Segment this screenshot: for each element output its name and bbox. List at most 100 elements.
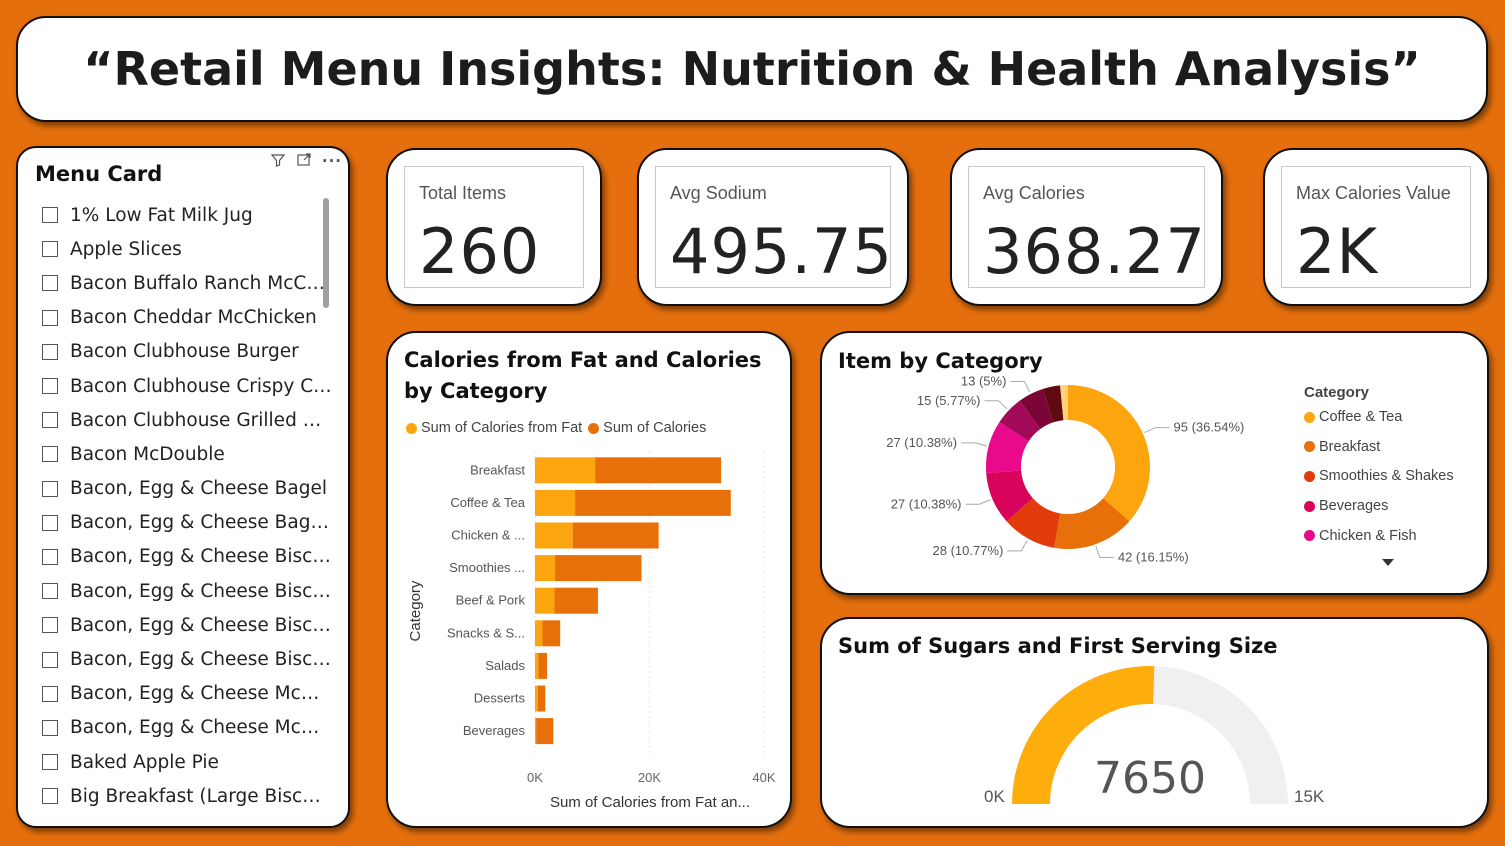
x-tick-label: 40K — [752, 770, 775, 785]
donut-slice[interactable] — [1006, 498, 1061, 548]
checkbox[interactable] — [42, 651, 58, 668]
donut-slice[interactable] — [1068, 385, 1150, 522]
checkbox[interactable] — [42, 378, 58, 395]
bar-calories[interactable] — [572, 522, 659, 549]
checkbox[interactable] — [42, 275, 58, 292]
legend-label: Smoothies & Shakes — [1319, 468, 1454, 485]
bar-calories-from-fat[interactable] — [535, 685, 538, 712]
checkbox[interactable] — [42, 207, 58, 224]
slicer-item[interactable]: Bacon, Egg & Cheese Biscuit... — [42, 642, 334, 676]
slicer-item[interactable]: Bacon Clubhouse Crispy Chic... — [42, 369, 334, 403]
donut-chart-svg: 95 (36.54%) 42 (16.15%) 28 (10.77%) 27 (10.… — [886, 373, 1245, 564]
slicer-item[interactable]: Bacon, Egg & Cheese McGri... — [42, 711, 334, 745]
kpi-label: Avg Calories — [983, 183, 1085, 203]
x-axis-title: Sum of Calories from Fat an... — [550, 794, 750, 811]
slicer-item-label: Bacon, Egg & Cheese Bagel — [70, 478, 327, 500]
slicer-item-label: Bacon Clubhouse Burger — [70, 341, 299, 363]
more-options-icon[interactable]: ··· — [321, 152, 342, 170]
bar-calories-from-fat[interactable] — [535, 555, 556, 582]
donut-slice[interactable] — [999, 400, 1041, 442]
slicer-item[interactable]: Bacon McDouble — [42, 437, 334, 471]
donut-data-label: 95 (36.54%) — [1174, 420, 1245, 435]
legend-scroll-down-icon[interactable] — [1382, 559, 1394, 566]
bar-calories[interactable] — [538, 652, 548, 679]
donut-legend-item[interactable]: Beverages — [1304, 498, 1388, 514]
donut-chart-title: Item by Category — [838, 349, 1043, 373]
checkbox[interactable] — [42, 480, 58, 497]
checkbox[interactable] — [42, 788, 58, 805]
slicer-item[interactable]: Baked Apple Pie — [42, 745, 334, 779]
donut-slice[interactable] — [986, 422, 1029, 473]
checkbox[interactable] — [42, 343, 58, 360]
bar-calories[interactable] — [555, 555, 642, 582]
checkbox[interactable] — [42, 309, 58, 326]
focus-mode-icon[interactable] — [296, 152, 312, 172]
checkbox[interactable] — [42, 685, 58, 702]
y-tick-label: Snacks & S... — [447, 625, 525, 640]
slicer-item[interactable]: Apple Slices — [42, 232, 334, 266]
bar-calories-from-fat[interactable] — [535, 620, 543, 647]
bar-calories[interactable] — [554, 587, 598, 614]
checkbox[interactable] — [42, 583, 58, 600]
donut-slice[interactable] — [1019, 389, 1054, 429]
label-leader-line — [1010, 380, 1031, 393]
slicer-item[interactable]: 1% Low Fat Milk Jug — [42, 198, 334, 232]
bar-calories-from-fat[interactable] — [535, 718, 537, 745]
bar-calories[interactable] — [595, 457, 722, 484]
slicer-scrollbar[interactable] — [323, 198, 329, 308]
y-tick-label: Beef & Pork — [456, 593, 526, 608]
checkbox[interactable] — [42, 412, 58, 429]
bar-calories-from-fat[interactable] — [535, 489, 576, 516]
donut-slice[interactable] — [986, 470, 1033, 522]
slicer-item[interactable]: Bacon, Egg & Cheese McGri... — [42, 677, 334, 711]
slicer-item[interactable]: Bacon, Egg & Cheese Biscuit... — [42, 574, 334, 608]
slicer-item[interactable]: Bacon, Egg & Cheese Biscuit... — [42, 608, 334, 642]
label-leader-line — [961, 442, 987, 447]
slicer-item[interactable]: Bacon Clubhouse Burger — [42, 335, 334, 369]
donut-legend-item[interactable]: Coffee & Tea — [1304, 409, 1402, 425]
donut-slice[interactable] — [1060, 385, 1068, 421]
slicer-item[interactable]: Bacon, Egg & Cheese Bagel ... — [42, 506, 334, 540]
y-tick-label: Salads — [485, 658, 525, 673]
slicer-item[interactable]: Bacon, Egg & Cheese Bagel — [42, 472, 334, 506]
slicer-item[interactable]: Bacon Buffalo Ranch McChi... — [42, 266, 334, 300]
donut-slice[interactable] — [1042, 385, 1064, 423]
bar-calories[interactable] — [537, 685, 546, 712]
checkbox[interactable] — [42, 241, 58, 258]
gauge-card[interactable]: Sum of Sugars and First Serving Size 765… — [820, 617, 1489, 828]
bar-calories[interactable] — [542, 620, 561, 647]
legend-label-calories[interactable]: Sum of Calories — [603, 420, 707, 436]
bar-calories[interactable] — [536, 718, 554, 745]
legend-label-fat[interactable]: Sum of Calories from Fat — [421, 420, 583, 436]
slicer-item[interactable]: Bacon, Egg & Cheese Biscuit... — [42, 540, 334, 574]
legend-label: Chicken & Fish — [1319, 527, 1417, 544]
gauge-min-label: 0K — [984, 787, 1005, 806]
checkbox[interactable] — [42, 617, 58, 634]
donut-legend-item[interactable]: Smoothies & Shakes — [1304, 468, 1454, 484]
gauge-title: Sum of Sugars and First Serving Size — [838, 634, 1278, 658]
checkbox[interactable] — [42, 548, 58, 565]
donut-data-label: 28 (10.77%) — [933, 543, 1004, 558]
bar-calories-from-fat[interactable] — [535, 457, 596, 484]
bar-calories-from-fat[interactable] — [535, 652, 539, 679]
checkbox[interactable] — [42, 446, 58, 463]
bar-calories-from-fat[interactable] — [535, 587, 555, 614]
slicer-item[interactable]: Big Breakfast (Large Biscuit) — [42, 779, 334, 813]
slicer-item[interactable]: Bacon Clubhouse Grilled Chi... — [42, 403, 334, 437]
donut-legend-item[interactable]: Chicken & Fish — [1304, 528, 1417, 544]
slicer-header-icons: ··· — [270, 152, 342, 172]
menu-card-slicer[interactable]: Menu Card ··· 1% Low Fat Milk Jug Apple S… — [16, 146, 350, 828]
x-tick-label: 0K — [527, 770, 543, 785]
checkbox[interactable] — [42, 719, 58, 736]
checkbox[interactable] — [42, 754, 58, 771]
checkbox[interactable] — [42, 514, 58, 531]
bar-chart-card[interactable]: Calories from Fat and Calories by Catego… — [386, 331, 792, 828]
donut-legend-item[interactable]: Breakfast — [1304, 439, 1380, 455]
bar-calories[interactable] — [575, 489, 731, 516]
slicer-item[interactable]: Bacon Cheddar McChicken — [42, 301, 334, 335]
bar-calories-from-fat[interactable] — [535, 522, 573, 549]
filter-icon[interactable] — [270, 152, 286, 172]
donut-chart-card[interactable]: Item by Category 95 (36.54%) 42 (16.15%) 2… — [820, 331, 1489, 595]
kpi-frame: Total Items 260 — [404, 166, 584, 288]
donut-slice[interactable] — [1054, 498, 1130, 549]
